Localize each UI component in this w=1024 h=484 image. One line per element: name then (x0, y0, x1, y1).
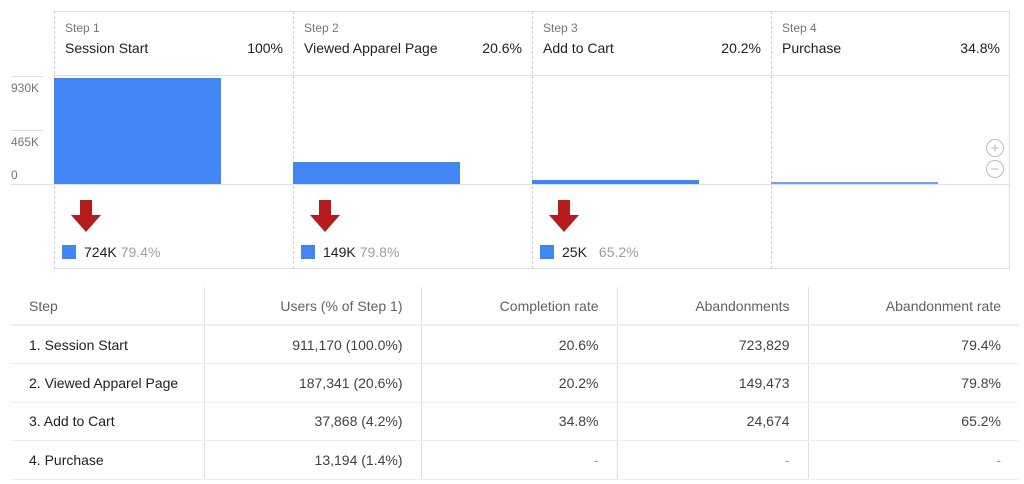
step-bar[interactable] (532, 180, 699, 184)
cell-abandonment-rate: - (807, 440, 1019, 480)
cell-completion-rate: - (420, 440, 617, 480)
axis-label-0: 0 (11, 168, 18, 182)
cell-step: 3. Add to Cart (11, 402, 204, 441)
cell-completion-rate: 20.6% (420, 325, 617, 364)
abandonment-percent: 65.2% (598, 244, 639, 260)
column-header-completion-rate[interactable]: Completion rate (420, 287, 617, 326)
cell-abandonments: 24,674 (616, 402, 808, 441)
abandonment-percent: 79.8% (359, 244, 400, 260)
abandonment-count: 149K (323, 244, 356, 260)
down-arrow-icon (71, 200, 101, 232)
step-name: Session Start (65, 40, 149, 56)
step-separator (293, 11, 294, 269)
table-row: 4. Purchase 13,194 (1.4%) - - - (11, 440, 1019, 480)
cell-abandonment-rate: 79.4% (807, 325, 1019, 364)
chart-bottom-border (54, 268, 1009, 269)
cell-users: 911,170 (100.0%) (203, 325, 421, 364)
table-row: 2. Viewed Apparel Page 187,341 (20.6%) 2… (11, 363, 1019, 403)
step-bar[interactable] (54, 78, 221, 184)
chart-baseline (11, 184, 1009, 185)
step-bar[interactable] (771, 182, 938, 184)
axis-gridline-465k (11, 130, 43, 131)
abandonment-count: 724K (84, 244, 117, 260)
cell-abandonment-rate: 65.2% (807, 402, 1019, 441)
abandonment-legend[interactable]: 724K 79.4% (62, 244, 160, 260)
step-percent: 20.2% (721, 40, 761, 56)
cell-users: 13,194 (1.4%) (203, 440, 421, 480)
axis-label-465k: 465K (11, 135, 40, 149)
table-row: 1. Session Start 911,170 (100.0%) 20.6% … (11, 325, 1019, 364)
step-separator (771, 11, 772, 269)
column-header-users[interactable]: Users (% of Step 1) (203, 287, 421, 326)
funnel-table: Step Users (% of Step 1) Completion rate… (11, 287, 1019, 480)
step-separator (1009, 11, 1010, 269)
chart-top-border (54, 11, 1009, 12)
step-percent: 34.8% (960, 40, 1000, 56)
abandonment-count: 25K (562, 244, 587, 260)
legend-swatch (62, 245, 76, 259)
funnel-chart: 930K 465K 0 Step 1 Session Start 100% 72… (11, 11, 1010, 269)
funnel-step-4[interactable]: Step 4 Purchase 34.8% (771, 11, 1010, 269)
zoom-in-button[interactable]: + (986, 139, 1004, 157)
step-separator (532, 11, 533, 269)
cell-completion-rate: 34.8% (420, 402, 617, 441)
cell-step: 1. Session Start (11, 325, 204, 364)
abandonment-legend[interactable]: 149K 79.8% (301, 244, 399, 260)
funnel-step-1[interactable]: Step 1 Session Start 100% 724K 79.4% (54, 11, 293, 269)
cell-abandonment-rate: 79.8% (807, 363, 1019, 403)
funnel-step-2[interactable]: Step 2 Viewed Apparel Page 20.6% 149K 79… (293, 11, 532, 269)
axis-gridline-930k (11, 76, 43, 77)
cell-step: 2. Viewed Apparel Page (11, 363, 204, 403)
table-header-row: Step Users (% of Step 1) Completion rate… (11, 287, 1019, 326)
legend-swatch (540, 245, 554, 259)
legend-swatch (301, 245, 315, 259)
step-number: Step 4 (782, 21, 817, 35)
minus-icon: − (990, 160, 1000, 178)
step-percent: 100% (247, 40, 283, 56)
cell-abandonments: 723,829 (616, 325, 808, 364)
down-arrow-icon (310, 200, 340, 232)
column-header-abandonments[interactable]: Abandonments (616, 287, 808, 326)
header-divider (54, 75, 1009, 76)
table-row: 3. Add to Cart 37,868 (4.2%) 34.8% 24,67… (11, 402, 1019, 441)
step-percent: 20.6% (482, 40, 522, 56)
step-name: Add to Cart (543, 40, 614, 56)
cell-users: 37,868 (4.2%) (203, 402, 421, 441)
cell-abandonments: - (616, 440, 808, 480)
step-name: Viewed Apparel Page (304, 40, 438, 56)
cell-abandonments: 149,473 (616, 363, 808, 403)
zoom-out-button[interactable]: − (986, 160, 1004, 178)
plus-icon: + (990, 139, 1000, 157)
abandonment-legend[interactable]: 25K 65.2% (540, 244, 639, 260)
cell-completion-rate: 20.2% (420, 363, 617, 403)
step-name: Purchase (782, 40, 842, 56)
cell-step: 4. Purchase (11, 440, 204, 480)
down-arrow-icon (549, 200, 579, 232)
step-number: Step 2 (304, 21, 339, 35)
column-header-abandonment-rate[interactable]: Abandonment rate (807, 287, 1019, 326)
axis-label-930k: 930K (11, 81, 40, 95)
cell-users: 187,341 (20.6%) (203, 363, 421, 403)
step-number: Step 1 (65, 21, 100, 35)
abandonment-percent: 79.4% (120, 244, 161, 260)
step-bar[interactable] (293, 162, 460, 184)
column-header-step[interactable]: Step (11, 287, 204, 326)
step-number: Step 3 (543, 21, 578, 35)
funnel-step-3[interactable]: Step 3 Add to Cart 20.2% 25K 65.2% (532, 11, 771, 269)
